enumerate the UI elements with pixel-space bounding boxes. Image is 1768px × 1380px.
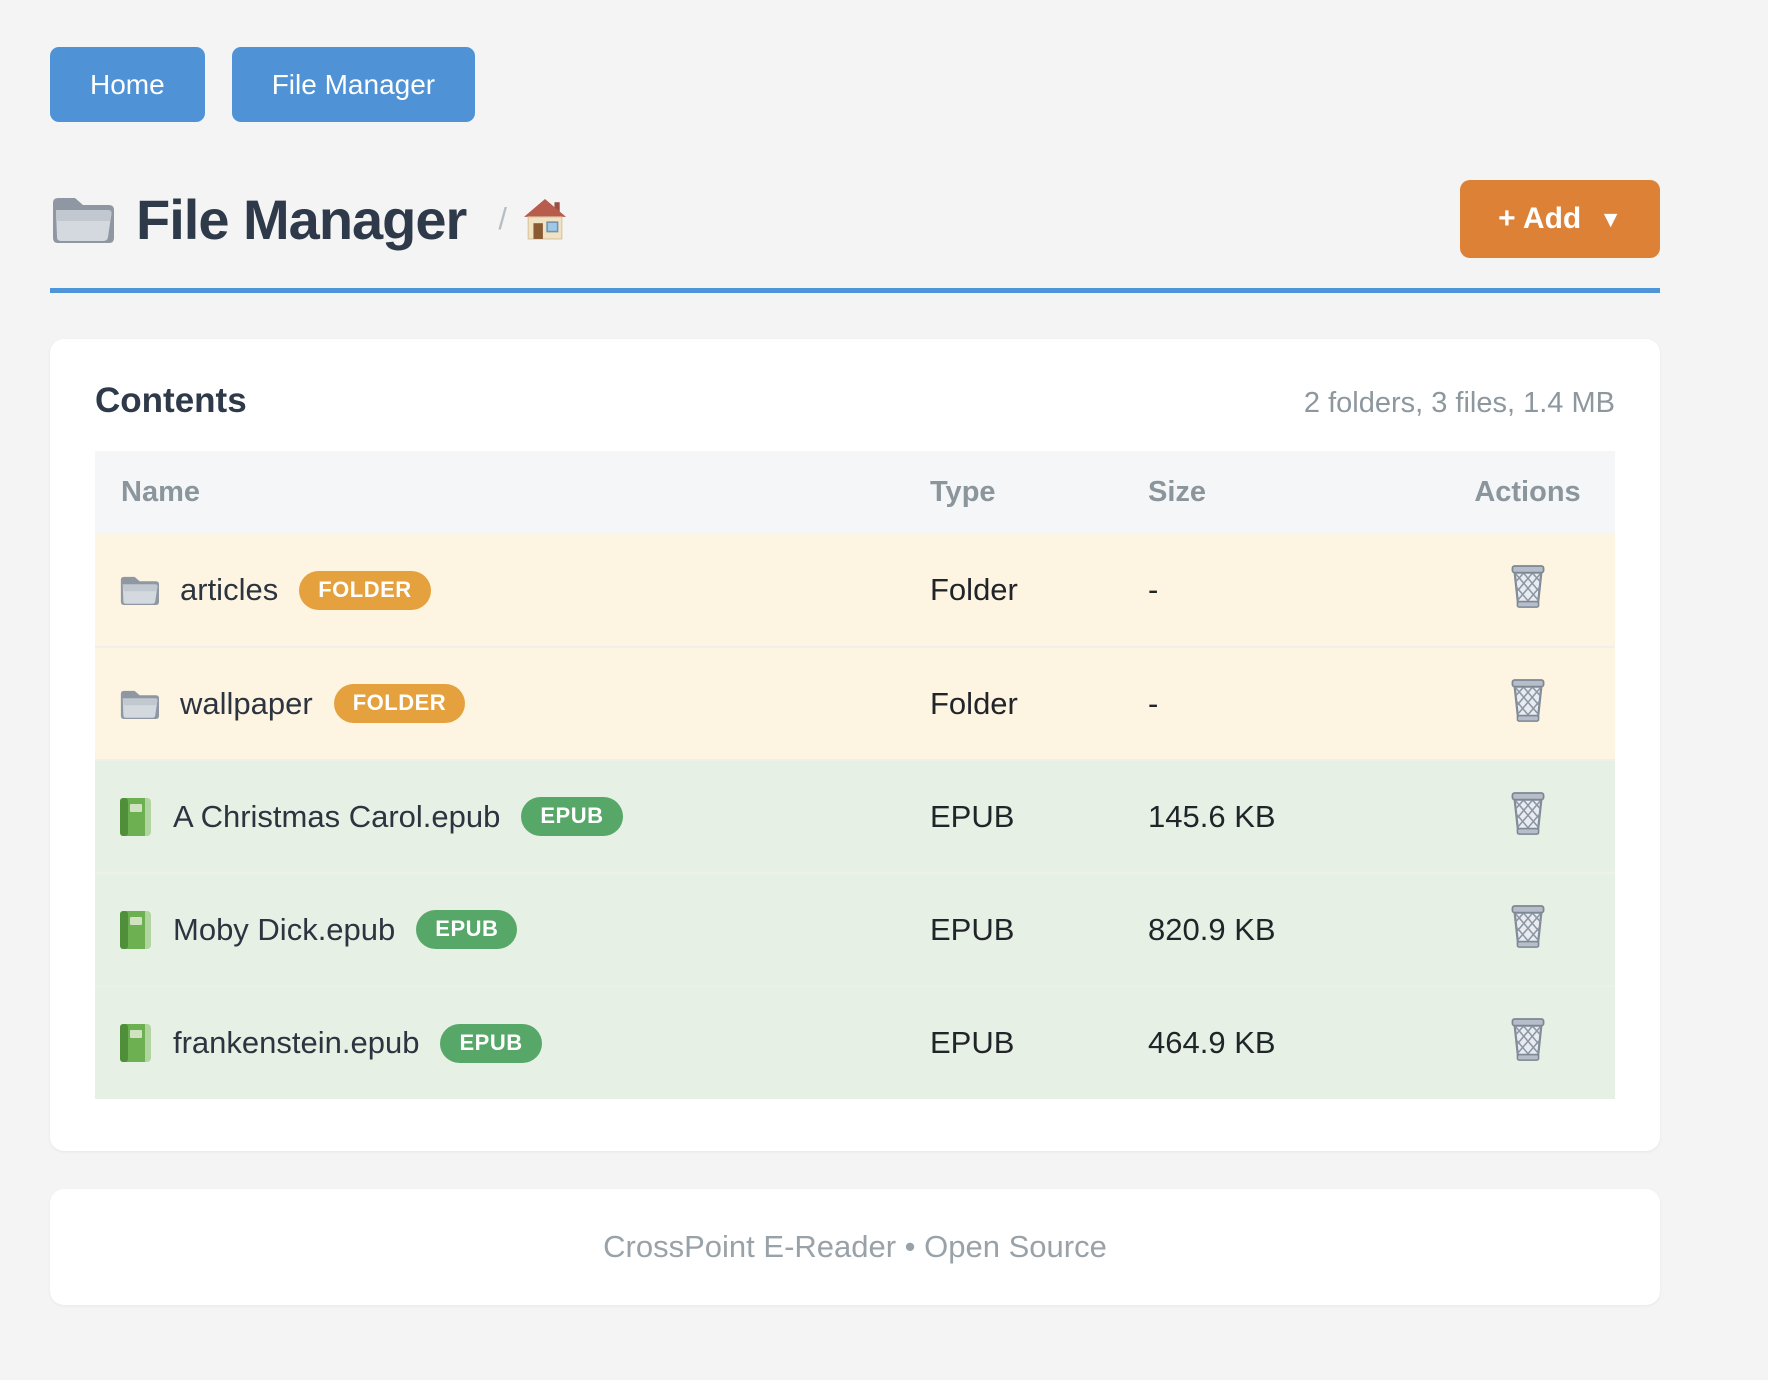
item-type: EPUB: [930, 798, 1015, 834]
title-divider: [50, 288, 1660, 293]
house-icon[interactable]: [523, 198, 567, 240]
trash-icon: [1508, 901, 1548, 951]
epub-badge: EPUB: [416, 910, 518, 949]
files-table: Name Type Size Actions articles FOLDER F…: [95, 451, 1615, 1099]
delete-button[interactable]: [1508, 561, 1548, 611]
footer-text: CrossPoint E-Reader • Open Source: [603, 1229, 1107, 1264]
file-manager-button[interactable]: File Manager: [231, 47, 476, 122]
folder-icon: [53, 198, 114, 243]
delete-button[interactable]: [1508, 901, 1548, 951]
epub-badge: EPUB: [440, 1023, 542, 1063]
green-book-icon: [120, 1024, 151, 1062]
contents-title: Contents: [95, 381, 247, 420]
green-book-icon: [120, 910, 151, 949]
page: Home File Manager File Manager / + Add ▼…: [50, 47, 1660, 1305]
home-button[interactable]: Home: [50, 47, 205, 122]
item-size: 464.9 KB: [1148, 1025, 1276, 1060]
trash-icon: [1508, 561, 1548, 611]
green-book-icon: [120, 797, 151, 836]
item-type: EPUB: [930, 911, 1015, 947]
item-name[interactable]: wallpaper: [180, 685, 313, 721]
footer: CrossPoint E-Reader • Open Source: [50, 1189, 1660, 1305]
table-header-row: Name Type Size Actions: [95, 451, 1615, 534]
item-size: -: [1148, 685, 1159, 721]
page-title: File Manager: [136, 187, 467, 251]
top-nav: Home File Manager: [50, 47, 1660, 122]
column-header-name: Name: [121, 476, 200, 508]
item-type: Folder: [930, 685, 1018, 721]
delete-button[interactable]: [1508, 788, 1548, 838]
column-header-size: Size: [1148, 476, 1207, 508]
item-name[interactable]: articles: [180, 572, 279, 607]
add-button[interactable]: + Add ▼: [1460, 180, 1660, 258]
trash-icon: [1508, 675, 1548, 725]
folder-icon: [120, 576, 159, 605]
delete-button[interactable]: [1508, 1014, 1548, 1064]
table-row: frankenstein.epub EPUB EPUB 464.9 KB: [95, 986, 1615, 1099]
item-name[interactable]: Moby Dick.epub: [173, 911, 396, 947]
item-size: -: [1148, 572, 1159, 607]
item-type: Folder: [930, 572, 1018, 607]
column-header-type: Type: [930, 476, 996, 508]
item-name[interactable]: frankenstein.epub: [173, 1025, 420, 1060]
column-header-actions: Actions: [1474, 476, 1581, 508]
item-type: EPUB: [930, 1025, 1015, 1060]
item-name[interactable]: A Christmas Carol.epub: [173, 798, 501, 834]
table-row: wallpaper FOLDER Folder -: [95, 647, 1615, 760]
breadcrumb-separator: /: [498, 201, 507, 236]
delete-button[interactable]: [1508, 675, 1548, 725]
table-row: Moby Dick.epub EPUB EPUB 820.9 KB: [95, 873, 1615, 986]
item-size: 145.6 KB: [1148, 798, 1276, 834]
page-header: File Manager / + Add ▼: [50, 180, 1660, 258]
add-button-label: + Add: [1498, 202, 1582, 235]
item-size: 820.9 KB: [1148, 911, 1276, 947]
contents-card: Contents 2 folders, 3 files, 1.4 MB Name…: [50, 339, 1660, 1151]
folder-icon: [120, 690, 159, 719]
contents-summary: 2 folders, 3 files, 1.4 MB: [1303, 387, 1615, 419]
epub-badge: EPUB: [521, 797, 623, 836]
table-row: articles FOLDER Folder -: [95, 534, 1615, 647]
trash-icon: [1508, 1014, 1548, 1064]
folder-badge: FOLDER: [299, 570, 431, 610]
caret-down-icon: ▼: [1599, 205, 1622, 232]
trash-icon: [1508, 788, 1548, 838]
table-row: A Christmas Carol.epub EPUB EPUB 145.6 K…: [95, 760, 1615, 873]
contents-header: Contents 2 folders, 3 files, 1.4 MB: [95, 381, 1615, 421]
folder-badge: FOLDER: [333, 684, 466, 723]
